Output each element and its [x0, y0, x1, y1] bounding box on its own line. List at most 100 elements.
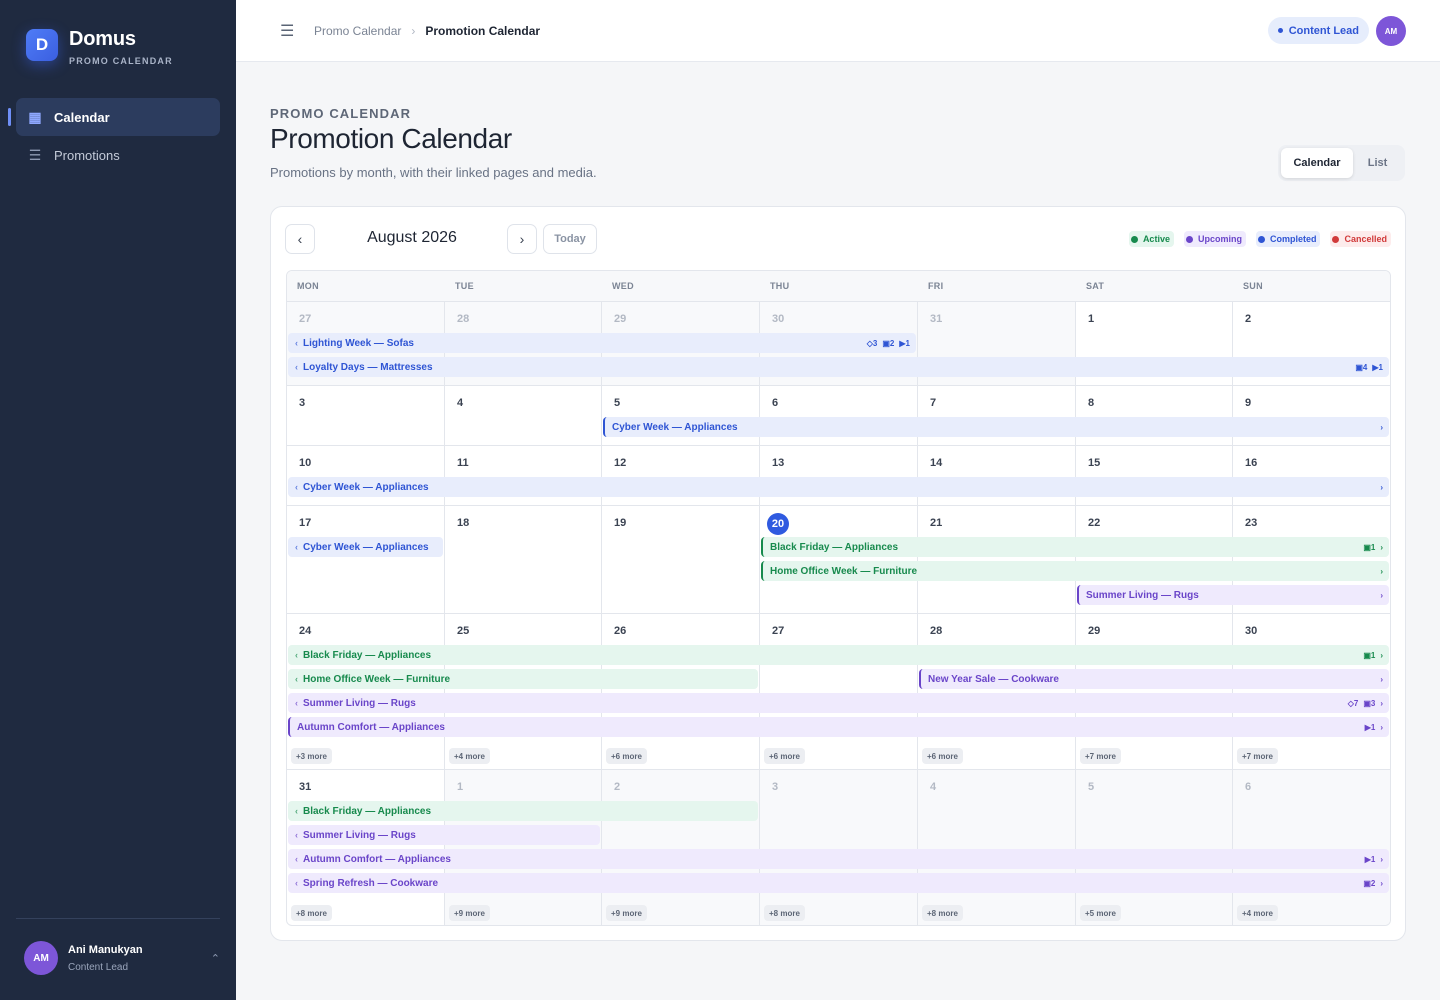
avatar[interactable]: AM	[1376, 16, 1406, 46]
brand[interactable]: D Domus PROMO CALENDAR	[26, 29, 173, 66]
promotion-event[interactable]: New Year Sale — Cookware ›	[919, 669, 1389, 689]
day-number: 3	[772, 781, 779, 793]
more-events-button[interactable]: +9 more	[449, 905, 490, 921]
day-cell[interactable]: 4	[445, 386, 602, 445]
more-events-button[interactable]: +5 more	[1080, 905, 1121, 921]
day-cell[interactable]: 4	[918, 770, 1076, 925]
event-title: Home Office Week — Furniture	[303, 673, 451, 685]
promotion-event[interactable]: Cyber Week — Appliances ›	[603, 417, 1389, 437]
calendar-grid: MON TUE WED THU FRI SAT SUN 27 28 29 30 31 1 2 ‹ Light…	[286, 270, 1391, 926]
day-cell[interactable]: 22	[1076, 506, 1233, 613]
calendar-week: 10 11 12 13 14 15 16 ‹ Cyber Week — Appliances ›	[287, 446, 1390, 506]
day-cell[interactable]: 13	[760, 446, 918, 505]
status-dot-icon	[1332, 235, 1340, 243]
more-events-button[interactable]: +3 more	[291, 748, 332, 764]
more-events-button[interactable]: +9 more	[606, 905, 647, 921]
hamburger-icon[interactable]: ☰	[280, 23, 295, 40]
promotion-event[interactable]: ‹ Cyber Week — Appliances	[288, 537, 443, 557]
day-number: 30	[1245, 625, 1258, 637]
legend-item-upcoming: Upcoming	[1183, 231, 1246, 247]
day-cell[interactable]: 15	[1076, 446, 1233, 505]
day-cell[interactable]: 10	[287, 446, 445, 505]
promotion-event[interactable]: ‹ Black Friday — Appliances	[288, 801, 758, 821]
promotion-event[interactable]: ‹ Summer Living — Rugs ◇7 ▣3 ›	[288, 693, 1389, 713]
day-cell[interactable]: 26	[602, 614, 760, 769]
promotion-event[interactable]: ‹ Autumn Comfort — Appliances ▶1 ›	[288, 849, 1389, 869]
day-cell[interactable]: 8	[1076, 386, 1233, 445]
promotion-event[interactable]: ‹ Summer Living — Rugs	[288, 825, 600, 845]
user-menu[interactable]: AM Ani Manukyan Content Lead ⌃	[24, 941, 220, 975]
day-number: 14	[930, 457, 943, 469]
month-label: August 2026	[367, 229, 457, 246]
day-cell[interactable]: 2	[602, 770, 760, 925]
day-cell[interactable]: 23	[1233, 506, 1390, 613]
day-number: 15	[1088, 457, 1101, 469]
legend-item-active: Active	[1128, 231, 1174, 247]
promotion-event[interactable]: ‹ Cyber Week — Appliances ›	[288, 477, 1389, 497]
day-cell[interactable]: 11	[445, 446, 602, 505]
prev-month-button[interactable]: ‹	[285, 224, 315, 254]
chevron-right-icon: ›	[1380, 482, 1383, 492]
event-meta-count: ◇7	[1347, 698, 1359, 708]
day-cell[interactable]: 27	[760, 614, 918, 769]
view-list-button[interactable]: List	[1367, 157, 1388, 169]
more-events-button[interactable]: +6 more	[764, 748, 805, 764]
event-title: Home Office Week — Furniture	[770, 565, 918, 577]
day-cell[interactable]: 24	[287, 614, 445, 769]
day-cell[interactable]: 3	[760, 770, 918, 925]
promotion-event[interactable]: Autumn Comfort — Appliances ▶1 ›	[288, 717, 1389, 737]
more-events-button[interactable]: +4 more	[449, 748, 490, 764]
more-events-button[interactable]: +6 more	[606, 748, 647, 764]
promotion-event[interactable]: Summer Living — Rugs ›	[1077, 585, 1389, 605]
day-cell[interactable]: 30	[1233, 614, 1390, 769]
day-cell[interactable]: 14	[918, 446, 1076, 505]
day-cell[interactable]: 7	[918, 386, 1076, 445]
promotion-event[interactable]: Black Friday — Appliances ▣1 ›	[761, 537, 1389, 557]
breadcrumb-item[interactable]: Promo Calendar	[314, 24, 402, 38]
today-button[interactable]: Today	[543, 224, 597, 254]
day-cell[interactable]: 5	[602, 386, 760, 445]
promotion-event[interactable]: ‹ Black Friday — Appliances ▣1 ›	[288, 645, 1389, 665]
day-cell[interactable]: 25	[445, 614, 602, 769]
more-events-button[interactable]: +7 more	[1237, 748, 1278, 764]
more-events-button[interactable]: +8 more	[291, 905, 332, 921]
sidebar-item-promotions[interactable]: ☰ Promotions	[16, 136, 220, 174]
day-cell[interactable]: 1	[445, 770, 602, 925]
user-name: Ani Manukyan	[68, 943, 143, 956]
event-title: Black Friday — Appliances	[770, 541, 899, 553]
day-cell[interactable]: 31	[287, 770, 445, 925]
day-cell[interactable]: 2	[1233, 302, 1390, 385]
day-cell[interactable]: 5	[1076, 770, 1233, 925]
day-cell[interactable]: 9	[1233, 386, 1390, 445]
status-dot-icon	[1130, 235, 1138, 243]
day-cell[interactable]: 3	[287, 386, 445, 445]
more-events-button[interactable]: +6 more	[922, 748, 963, 764]
legend-item-completed: Completed	[1255, 231, 1321, 247]
day-cell[interactable]: 28	[918, 614, 1076, 769]
day-cell[interactable]: 18	[445, 506, 602, 613]
day-cell[interactable]: 20	[760, 506, 918, 613]
day-cell[interactable]: 29	[1076, 614, 1233, 769]
next-month-button[interactable]: ›	[507, 224, 537, 254]
day-cell[interactable]: 6	[760, 386, 918, 445]
more-events-button[interactable]: +7 more	[1080, 748, 1121, 764]
day-cell[interactable]: 6	[1233, 770, 1390, 925]
day-cell[interactable]: 19	[602, 506, 760, 613]
day-cell[interactable]: 17	[287, 506, 445, 613]
view-calendar-button[interactable]: Calendar	[1281, 148, 1353, 178]
chevron-left-icon: ‹	[295, 806, 298, 816]
more-events-button[interactable]: +4 more	[1237, 905, 1278, 921]
more-events-button[interactable]: +8 more	[922, 905, 963, 921]
sidebar-item-label: Calendar	[54, 109, 110, 125]
promotion-event[interactable]: ‹ Loyalty Days — Mattresses ▣4 ▶1	[288, 357, 1389, 377]
promotion-event[interactable]: ‹ Lighting Week — Sofas ◇3 ▣2 ▶1	[288, 333, 916, 353]
day-cell[interactable]: 21	[918, 506, 1076, 613]
promotion-event[interactable]: Home Office Week — Furniture ›	[761, 561, 1389, 581]
day-cell[interactable]: 16	[1233, 446, 1390, 505]
day-cell[interactable]: 1	[1076, 302, 1233, 385]
promotion-event[interactable]: ‹ Spring Refresh — Cookware ▣2 ›	[288, 873, 1389, 893]
promotion-event[interactable]: ‹ Home Office Week — Furniture	[288, 669, 758, 689]
day-cell[interactable]: 12	[602, 446, 760, 505]
sidebar-item-calendar[interactable]: ▦ Calendar	[8, 98, 220, 136]
more-events-button[interactable]: +8 more	[764, 905, 805, 921]
